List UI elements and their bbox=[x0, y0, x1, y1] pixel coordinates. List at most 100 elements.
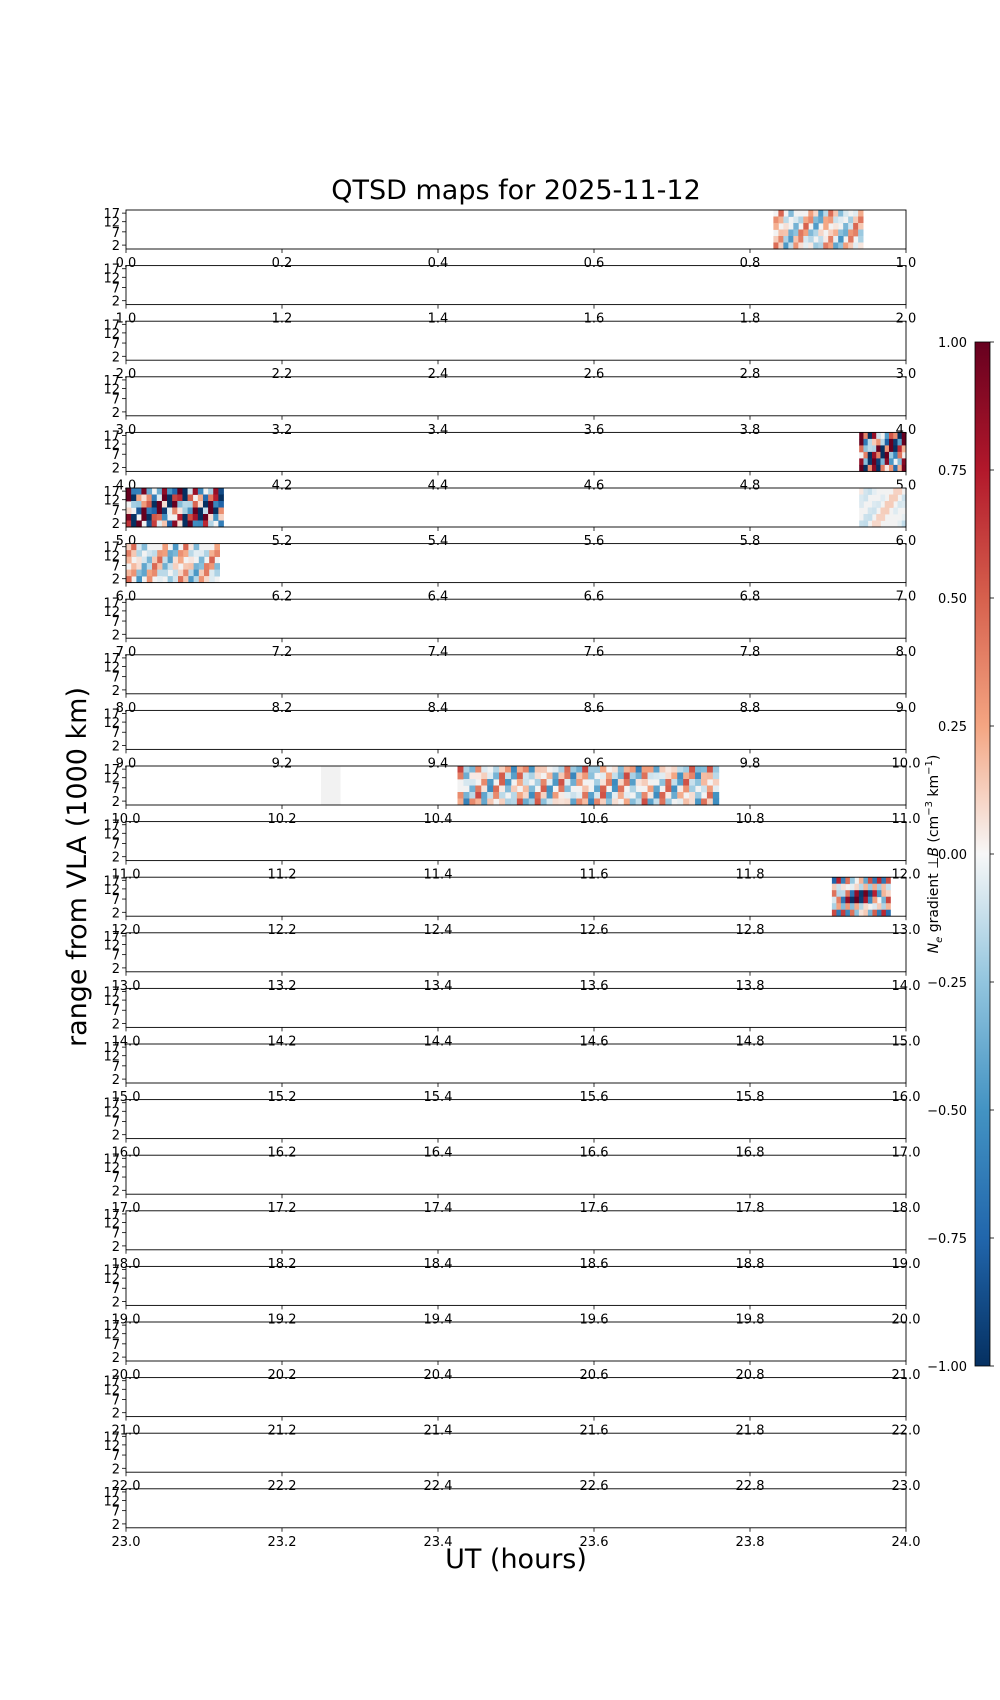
heatmap-cell bbox=[849, 903, 855, 911]
heatmap-cell bbox=[773, 236, 779, 243]
heatmap-cell bbox=[689, 772, 696, 780]
heatmap-cell bbox=[499, 772, 506, 780]
heatmap-cell bbox=[881, 903, 887, 911]
heatmap-cell bbox=[157, 569, 163, 577]
heatmap-cell bbox=[848, 229, 854, 237]
heatmap-cell bbox=[635, 772, 642, 780]
panel-frame bbox=[125, 265, 907, 306]
y-tick-label: 2 bbox=[112, 628, 120, 643]
y-tick-label: 17 bbox=[103, 930, 120, 945]
y-tick-label: 17 bbox=[103, 1430, 120, 1445]
heatmap-cell bbox=[600, 785, 607, 793]
heatmap-cell bbox=[871, 432, 877, 440]
heatmap-cell bbox=[683, 766, 690, 773]
panel-frame bbox=[125, 932, 907, 973]
heatmap-cell bbox=[136, 550, 142, 557]
heatmap-cell bbox=[198, 563, 205, 570]
heatmap-cell bbox=[712, 779, 720, 786]
heatmap-cell bbox=[611, 792, 619, 799]
heatmap-cell bbox=[647, 798, 654, 806]
heatmap-cell bbox=[849, 883, 855, 891]
colorbar-label-mid: gradient ⊥ bbox=[926, 857, 942, 937]
heatmap-segment bbox=[859, 432, 907, 472]
heatmap-cell bbox=[600, 798, 607, 806]
colorbar-label-km: km bbox=[926, 775, 942, 801]
heatmap-cell bbox=[510, 785, 518, 793]
heatmap-cell bbox=[131, 520, 137, 528]
x-tick-label: 23.4 bbox=[424, 1535, 453, 1550]
heatmap-cell bbox=[828, 236, 834, 243]
heatmap-cell bbox=[136, 494, 142, 502]
heatmap-cell bbox=[505, 772, 512, 780]
heatmap-cell bbox=[209, 563, 215, 570]
x-tick-label: 16.2 bbox=[268, 1146, 297, 1161]
heatmap-cell bbox=[126, 494, 132, 502]
heatmap-cell bbox=[867, 877, 873, 885]
heatmap-cell bbox=[712, 772, 720, 780]
heatmap-cell bbox=[600, 766, 607, 773]
y-tick-label: 12 bbox=[103, 772, 120, 787]
heatmap-cell bbox=[611, 785, 619, 793]
heatmap-cell bbox=[157, 550, 163, 557]
heatmap-cell bbox=[706, 772, 714, 780]
y-tick-label: 17 bbox=[103, 430, 120, 445]
y-tick-label: 7 bbox=[112, 1338, 120, 1353]
x-tick-label: 15.0 bbox=[112, 1090, 141, 1105]
x-tick-label: 12.2 bbox=[268, 923, 297, 938]
heatmap-cell bbox=[540, 779, 547, 786]
y-tick-label: 12 bbox=[103, 549, 120, 564]
heatmap-cell bbox=[823, 236, 829, 243]
heatmap-segment bbox=[859, 488, 907, 528]
heatmap-cell bbox=[218, 501, 224, 508]
heatmap-cell bbox=[204, 563, 210, 570]
heatmap-cell bbox=[700, 766, 708, 773]
x-tick-label: 14.4 bbox=[424, 1034, 453, 1049]
heatmap-cell bbox=[182, 507, 188, 515]
heatmap-cell bbox=[885, 883, 891, 891]
heatmap-cell bbox=[871, 501, 877, 508]
heatmap-cell bbox=[487, 772, 494, 780]
x-tick-label: 11.0 bbox=[892, 812, 921, 827]
colorbar-tick-label: −0.75 bbox=[927, 1232, 967, 1247]
heatmap-cell bbox=[880, 494, 886, 502]
heatmap-cell bbox=[167, 563, 174, 570]
y-tick-label: 12 bbox=[103, 605, 120, 620]
heatmap-cell bbox=[141, 569, 148, 577]
colorbar-label-sub: e bbox=[934, 937, 945, 943]
heatmap-cell bbox=[867, 514, 873, 521]
y-tick-label: 7 bbox=[112, 671, 120, 686]
heatmap-cell bbox=[712, 798, 720, 806]
heatmap-cell bbox=[893, 507, 898, 515]
heatmap-cell bbox=[677, 772, 684, 780]
y-tick-label: 2 bbox=[112, 962, 120, 977]
heatmap-cell bbox=[773, 223, 779, 230]
x-axis-title: UT (hours) bbox=[445, 1544, 587, 1575]
x-tick-label: 22.6 bbox=[580, 1479, 609, 1494]
x-tick-label: 10.6 bbox=[580, 812, 609, 827]
x-tick-label: 22.2 bbox=[268, 1479, 297, 1494]
heatmap-cell bbox=[582, 792, 589, 799]
heatmap-cell bbox=[838, 216, 844, 224]
heatmap-cell bbox=[546, 792, 553, 799]
y-tick-label: 17 bbox=[103, 263, 120, 278]
heatmap-cell bbox=[901, 514, 907, 521]
y-tick-label: 12 bbox=[103, 216, 120, 231]
heatmap-cell bbox=[876, 877, 882, 885]
y-tick-label: 7 bbox=[112, 1227, 120, 1242]
heatmap-cell bbox=[629, 779, 637, 786]
heatmap-cell bbox=[876, 883, 882, 891]
heatmap-cell bbox=[505, 785, 512, 793]
heatmap-cell bbox=[888, 451, 894, 459]
heatmap-cell bbox=[582, 766, 589, 773]
heatmap-cell bbox=[534, 779, 542, 786]
heatmap-cell bbox=[858, 877, 864, 885]
heatmap-cell bbox=[885, 877, 891, 885]
panel-frame bbox=[125, 487, 907, 528]
x-tick-label: 3.4 bbox=[428, 423, 449, 438]
